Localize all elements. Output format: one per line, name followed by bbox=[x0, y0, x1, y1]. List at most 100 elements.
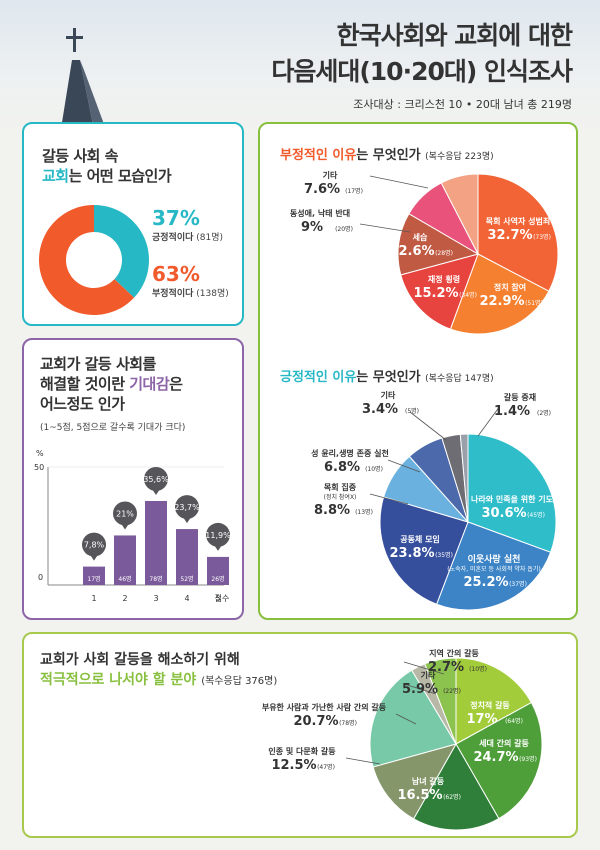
leader-line bbox=[387, 459, 421, 473]
slice-label: 공동체 모임 bbox=[400, 534, 440, 544]
x-tick-label: 2 bbox=[122, 594, 127, 603]
negative-label: 부정적이다 bbox=[152, 289, 194, 299]
panel2-question-line3: 어느정도 인가 bbox=[40, 395, 125, 413]
panel1-question: 갈등 사회 속 교회는 어떤 모습인가 bbox=[42, 146, 172, 186]
positive-count: (81명) bbox=[196, 233, 224, 243]
slice-label: 기타 bbox=[421, 670, 436, 680]
survey-target: 조사대상 : 크리스천 10 • 20대 남녀 총 219명 bbox=[353, 98, 572, 111]
leader-line bbox=[403, 661, 445, 675]
value-badge-pointer bbox=[121, 523, 129, 530]
panel2-pre: 해결할 것이란 bbox=[40, 375, 130, 393]
slice-label: 재정 횡령 bbox=[428, 274, 460, 284]
slice-count: (10명) bbox=[469, 665, 487, 673]
positive-reasons-pie: 나라와 민족을 위한 기도 30.6% (45명) 이웃사랑 실천(노숙자, 미혼모 … bbox=[311, 390, 557, 611]
bar-value-label: 35,6% bbox=[143, 475, 169, 484]
slice-percent: 32.7% bbox=[487, 228, 532, 243]
panel-conflict-areas: 교회가 사회 갈등을 해소하기 위해 적극적으로 나서야 할 분야 (복수응답 … bbox=[22, 632, 578, 838]
slice-count: (20명) bbox=[335, 225, 353, 233]
slice-count: (45명) bbox=[527, 511, 545, 519]
value-badge bbox=[82, 532, 106, 557]
leader-line bbox=[345, 757, 381, 765]
slice-count: (22명) bbox=[443, 687, 461, 695]
bar bbox=[207, 556, 229, 585]
pie-slice bbox=[440, 173, 479, 255]
slice-sublabel: (노숙자, 미혼모 등 사회적 약자 돕기) bbox=[447, 565, 540, 573]
pie-slice bbox=[372, 743, 458, 820]
slice-percent: 20.7% bbox=[293, 714, 338, 729]
value-badge bbox=[144, 466, 168, 491]
negative-percent: 63% bbox=[152, 262, 200, 286]
negative-legend: 63% 부정적이다 (138명) bbox=[152, 262, 229, 299]
positive-reasons-rest: 는 무엇인가 bbox=[356, 370, 421, 385]
slice-count: (34명) bbox=[459, 291, 477, 299]
pie-slice bbox=[455, 701, 543, 820]
pie-slice bbox=[424, 657, 457, 745]
positive-label: 긍정적이다 bbox=[152, 233, 194, 243]
slice-label: 동성애, 낙태 반대 bbox=[290, 208, 350, 218]
pie-slice bbox=[435, 521, 552, 611]
header-background bbox=[0, 0, 600, 135]
bar-value-label: 21% bbox=[116, 509, 134, 518]
slice-count: (13명) bbox=[355, 508, 373, 516]
slice-count: (73명) bbox=[533, 233, 551, 241]
y-tick-max: 50 bbox=[34, 463, 44, 472]
panel-expectation: 교회가 갈등 사회를 해결할 것이란 기대감은 어느정도 인가 (1~5점, 5… bbox=[22, 338, 244, 620]
slice-percent: 12.5% bbox=[271, 758, 316, 773]
panel2-note: (1~5점, 5점으로 갈수록 기대가 크다) bbox=[40, 423, 186, 433]
bar bbox=[145, 500, 167, 585]
panel1-highlight: 교회 bbox=[42, 167, 69, 185]
slice-percent: 12.6% bbox=[389, 244, 434, 259]
slice-count: (28명) bbox=[435, 249, 453, 257]
slice-percent: 30.6% bbox=[481, 506, 526, 521]
donut-slice bbox=[38, 205, 135, 315]
pie-slice bbox=[400, 253, 479, 330]
slice-percent: 24.7% bbox=[473, 750, 518, 765]
leader-line bbox=[395, 713, 417, 725]
slice-label: 성 윤리,생명 존중 실천 bbox=[311, 448, 389, 458]
leader-line bbox=[409, 411, 447, 441]
slice-percent: 2.7% bbox=[428, 660, 464, 675]
donut-slice bbox=[94, 205, 149, 298]
pie-slice bbox=[477, 173, 559, 292]
pie-slice bbox=[369, 669, 457, 768]
bar-chart: % 50 0 17명 7,8% 1 46명 21% 2 78명 35,6% 3 52명 23,7% 4… bbox=[34, 449, 231, 603]
positive-percent: 37% bbox=[152, 206, 200, 230]
slice-label: 목회 집중 bbox=[324, 482, 357, 492]
slice-label: 목회 사역자 성범죄 bbox=[486, 216, 550, 226]
slice-label: 세습 bbox=[413, 232, 428, 242]
pie-slice bbox=[459, 433, 469, 523]
slice-count: (10명) bbox=[365, 465, 383, 473]
panel-reasons: 부정적인 이유는 무엇인가 (복수응답 223명) 목회 사역자 성범죄 32.7… bbox=[258, 122, 578, 620]
positive-reasons-note: (복수응답 147명) bbox=[425, 374, 494, 384]
slice-percent: 8.8% bbox=[314, 503, 350, 518]
positive-legend: 37% 긍정적이다 (81명) bbox=[152, 206, 223, 243]
negative-reasons-pie: 목회 사역자 성범죄 32.7% (73명) 정치 참여 22.9% (51명) 재정 횡령… bbox=[290, 170, 559, 335]
slice-percent: 3.4% bbox=[362, 402, 398, 417]
panel1-question-line1: 갈등 사회 속 bbox=[42, 147, 118, 165]
slice-label: 기타 bbox=[323, 170, 338, 180]
slice-label: 남녀 갈등 bbox=[412, 776, 445, 786]
leader-line bbox=[369, 175, 429, 189]
panel2-question-line1: 교회가 갈등 사회를 bbox=[40, 355, 156, 373]
slice-count: (78명) bbox=[339, 719, 357, 727]
slice-count: (47명) bbox=[317, 763, 335, 771]
page-title: 한국사회와 교회에 대한 다음세대(10·20대) 인식조사 bbox=[271, 18, 573, 90]
slice-percent: 22.9% bbox=[479, 294, 524, 309]
slice-count: (37명) bbox=[509, 580, 527, 588]
bar-count-label: 46명 bbox=[118, 575, 131, 583]
slice-count: (62명) bbox=[443, 793, 461, 801]
value-badge bbox=[175, 495, 199, 520]
panel4-question-line2: 적극적으로 나서야 할 분야 (복수응답 376명) bbox=[40, 670, 277, 692]
slice-count: (5명) bbox=[405, 407, 419, 415]
bar-count-label: 52명 bbox=[180, 575, 193, 583]
panel-church-image: 갈등 사회 속 교회는 어떤 모습인가 37% 긍정적이다 (81명) 63% … bbox=[22, 122, 244, 326]
slice-label: 인종 및 다문화 갈등 bbox=[268, 746, 336, 756]
slice-label: 정치적 갈등 bbox=[470, 700, 510, 710]
positive-reasons-title: 긍정적인 이유는 무엇인가 (복수응답 147명) bbox=[280, 366, 494, 385]
leader-line bbox=[477, 405, 501, 437]
slice-count: (35명) bbox=[435, 551, 453, 559]
x-tick-label: 1 bbox=[91, 594, 96, 603]
panel1-question-rest: 는 어떤 모습인가 bbox=[68, 167, 172, 185]
panel1-question-line2: 교회는 어떤 모습인가 bbox=[42, 166, 172, 186]
slice-label: 갈등 중재 bbox=[504, 392, 536, 402]
